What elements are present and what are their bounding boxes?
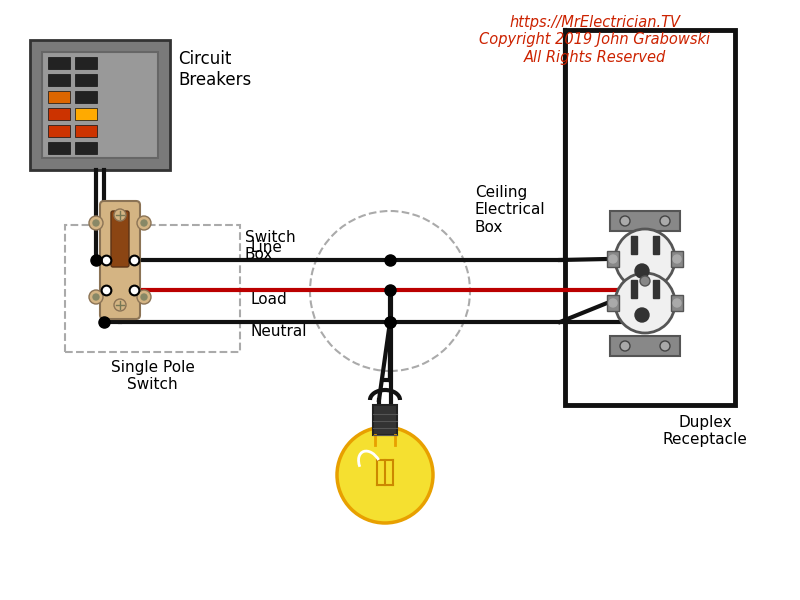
Bar: [48, 57, 70, 69]
Bar: [565, 30, 735, 405]
Circle shape: [660, 216, 670, 226]
Bar: [30, 40, 170, 170]
Bar: [42, 52, 158, 158]
Bar: [48, 74, 70, 86]
Bar: [75, 108, 97, 120]
FancyBboxPatch shape: [100, 201, 140, 319]
Circle shape: [620, 341, 630, 351]
Circle shape: [640, 276, 650, 286]
Circle shape: [89, 216, 103, 230]
Bar: [610, 336, 680, 356]
Bar: [75, 74, 97, 86]
Circle shape: [93, 220, 99, 226]
Circle shape: [673, 255, 681, 263]
Circle shape: [141, 220, 147, 226]
Bar: [607, 251, 619, 267]
Bar: [48, 91, 70, 103]
Text: Single Pole
Switch: Single Pole Switch: [110, 360, 194, 392]
Bar: [653, 236, 659, 254]
Text: Load: Load: [250, 292, 286, 307]
Bar: [75, 142, 97, 154]
Bar: [610, 211, 680, 231]
Circle shape: [89, 290, 103, 304]
Bar: [671, 295, 683, 311]
Circle shape: [141, 294, 147, 300]
Circle shape: [635, 308, 649, 322]
Bar: [65, 225, 240, 352]
Text: https://MrElectrician.TV
Copyright 2019 John Grabowski
All Rights Reserved: https://MrElectrician.TV Copyright 2019 …: [479, 15, 710, 65]
FancyBboxPatch shape: [375, 425, 395, 445]
Text: Line: Line: [250, 240, 282, 255]
Circle shape: [114, 299, 126, 311]
Text: Neutral: Neutral: [250, 324, 306, 339]
Text: Duplex
Receptacle: Duplex Receptacle: [662, 415, 747, 448]
Circle shape: [609, 299, 617, 307]
Circle shape: [620, 216, 630, 226]
Bar: [653, 280, 659, 298]
Circle shape: [673, 299, 681, 307]
Circle shape: [615, 229, 675, 289]
Text: Circuit
Breakers: Circuit Breakers: [178, 50, 251, 89]
Bar: [607, 295, 619, 311]
Circle shape: [635, 264, 649, 278]
Bar: [631, 236, 637, 254]
FancyBboxPatch shape: [373, 405, 397, 435]
Text: Ceiling
Electrical
Box: Ceiling Electrical Box: [475, 185, 546, 235]
FancyBboxPatch shape: [111, 211, 129, 267]
Bar: [48, 108, 70, 120]
Circle shape: [114, 209, 126, 221]
Bar: [75, 125, 97, 137]
Circle shape: [137, 216, 151, 230]
Circle shape: [615, 273, 675, 333]
Bar: [75, 57, 97, 69]
Circle shape: [93, 294, 99, 300]
Circle shape: [337, 427, 433, 523]
Text: Switch
Box: Switch Box: [245, 230, 296, 262]
Circle shape: [137, 290, 151, 304]
Bar: [75, 91, 97, 103]
Bar: [48, 142, 70, 154]
Bar: [671, 251, 683, 267]
Bar: [631, 280, 637, 298]
Circle shape: [609, 255, 617, 263]
Bar: [48, 125, 70, 137]
Circle shape: [660, 341, 670, 351]
